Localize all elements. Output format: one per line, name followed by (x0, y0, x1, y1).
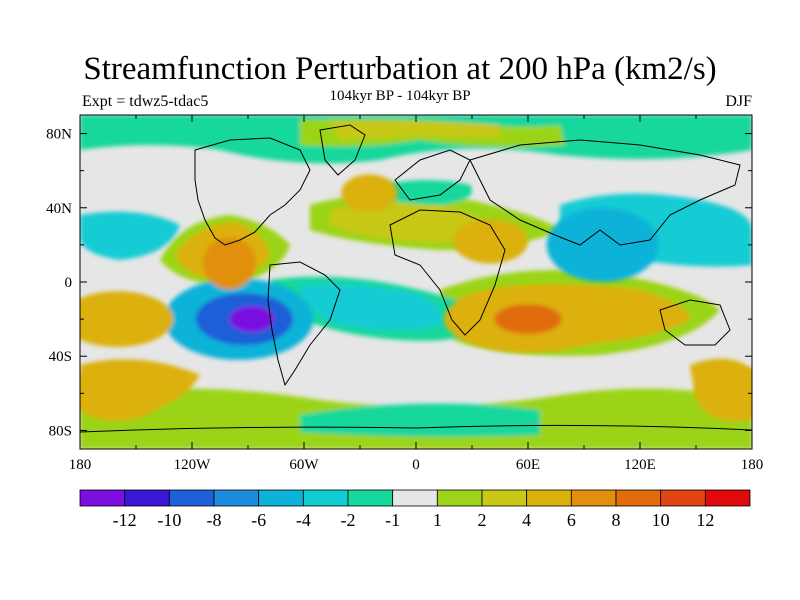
colorbar-swatch (258, 489, 304, 507)
field-feature-5 (494, 304, 562, 334)
colorbar-label: 6 (567, 510, 576, 530)
experiment-label: Expt = tdwz5-tdac5 (82, 93, 209, 110)
colorbar-label: -4 (296, 510, 311, 530)
colorbar-label: -6 (251, 510, 266, 530)
coastlines (80, 124, 752, 433)
colorbar: -12 -10 -8 -6 -4 -2 -1 1 2 4 6 8 10 12 (79, 489, 751, 530)
field-feature-3 (203, 237, 256, 290)
colorbar-swatch (436, 489, 483, 507)
x-tick-label: 180 (741, 457, 764, 473)
colorbar-label: 10 (652, 510, 670, 530)
figure-subtitle: 104kyr BP - 104kyr BP (329, 88, 471, 104)
y-tick-label: 40N (46, 201, 72, 217)
colorbar-swatch (704, 489, 751, 507)
y-tick-label: 80N (46, 127, 72, 143)
colorbar-label: 2 (478, 510, 487, 530)
field-feature-2 (229, 306, 275, 333)
colorbar-label: 8 (612, 510, 621, 530)
field-feature-6 (546, 207, 659, 282)
colorbar-label: 1 (433, 510, 442, 530)
colorbar-label: -10 (157, 510, 181, 530)
plot-area (80, 115, 752, 449)
y-axis: 80N 40N 0 40S 80S (46, 127, 752, 439)
x-axis: 180 120W 60W 0 60E 120E 180 (69, 115, 764, 473)
x-tick-label: 180 (69, 457, 92, 473)
x-tick-label: 60E (516, 457, 540, 473)
colorbar-swatch (213, 489, 260, 507)
colorbar-label: 4 (522, 510, 531, 530)
field-feature-10 (453, 218, 528, 264)
colorbar-swatch (168, 489, 215, 507)
y-tick-label: 0 (65, 275, 73, 291)
x-tick-label: 120W (174, 457, 212, 473)
field-feature-9 (696, 365, 752, 422)
field-feature-8 (80, 365, 164, 422)
x-tick-label: 60W (289, 457, 319, 473)
colorbar-label: -8 (207, 510, 222, 530)
x-tick-label: 120E (624, 457, 656, 473)
figure-title: Streamfunction Perturbation at 200 hPa (… (83, 51, 717, 87)
colorbar-label: -1 (385, 510, 400, 530)
season-label: DJF (725, 93, 752, 110)
colorbar-label: 12 (696, 510, 714, 530)
colorbar-swatch (615, 489, 662, 507)
field-feature-7 (80, 291, 174, 347)
colorbar-swatch (392, 489, 438, 507)
colorbar-label: -2 (341, 510, 356, 530)
y-tick-label: 40S (49, 349, 72, 365)
field-feature-11 (341, 174, 398, 212)
colorbar-swatch (481, 489, 528, 507)
colorbar-swatch (660, 489, 706, 507)
colorbar-label: -12 (113, 510, 137, 530)
colorbar-swatch (79, 489, 126, 507)
colorbar-swatch (347, 489, 394, 507)
colorbar-swatch (526, 489, 572, 507)
x-tick-label: 0 (412, 457, 420, 473)
colorbar-swatch (570, 489, 617, 507)
y-tick-label: 80S (49, 423, 72, 439)
colorbar-swatch (124, 489, 170, 507)
colorbar-swatch (302, 489, 349, 507)
field-features (80, 174, 752, 422)
